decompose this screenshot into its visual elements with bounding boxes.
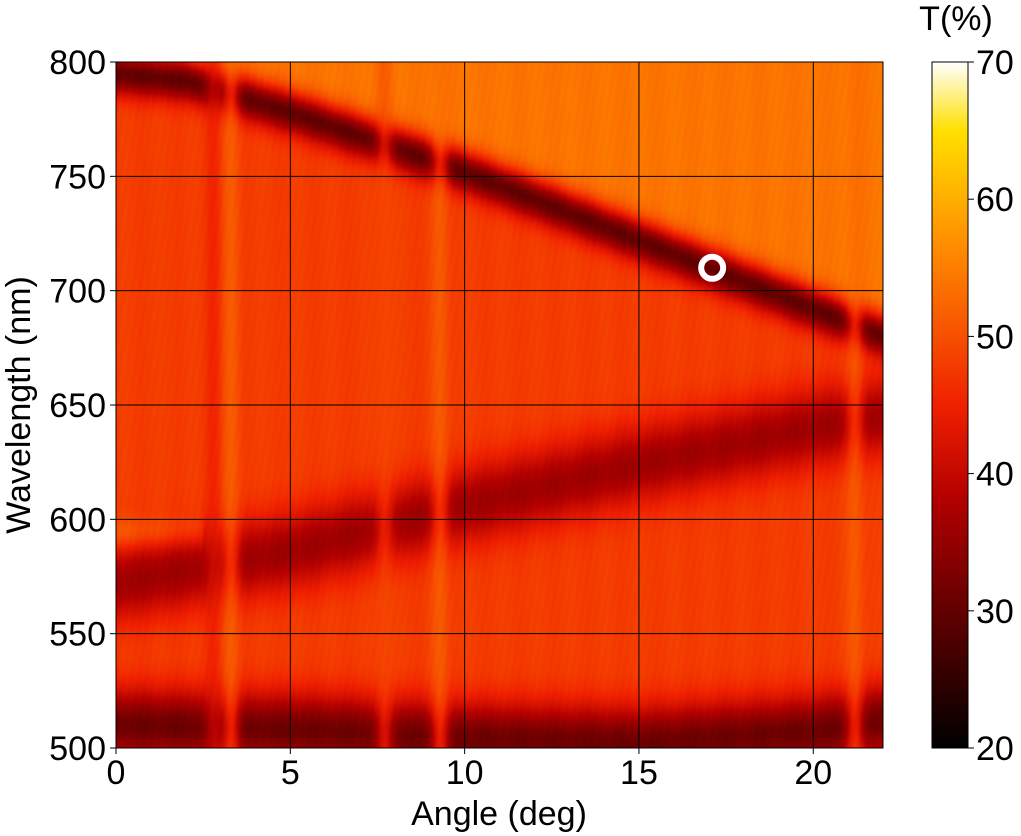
x-tick-label: 15 — [620, 754, 658, 792]
grid-lines — [116, 62, 883, 748]
y-tick-label: 800 — [49, 44, 106, 82]
x-axis-title: Angle (deg) — [411, 795, 587, 833]
colorbar-tick-label: 30 — [976, 593, 1014, 631]
colorbar-tick-label: 70 — [976, 44, 1014, 82]
y-tick-label: 500 — [49, 730, 106, 768]
y-tick-label: 600 — [49, 501, 106, 539]
y-tick-label: 750 — [49, 158, 106, 196]
colorbar-tick-label: 20 — [976, 730, 1014, 768]
x-tick-label: 10 — [446, 754, 484, 792]
y-tick-label: 550 — [49, 616, 106, 654]
x-axis-ticks: 0 5 10 15 20 — [107, 748, 832, 792]
colorbar-tick-label: 50 — [976, 318, 1014, 356]
y-tick-label: 650 — [49, 387, 106, 425]
x-tick-label: 20 — [794, 754, 832, 792]
colorbar-ticks: 20 30 40 50 60 70 — [968, 44, 1014, 768]
y-axis-title: Wavelength (nm) — [0, 276, 38, 534]
colorbar-label: T(%) — [919, 0, 993, 38]
x-tick-label: 0 — [107, 754, 126, 792]
colorbar-tick-label: 60 — [976, 181, 1014, 219]
colorbar-bar — [931, 61, 969, 749]
y-axis-ticks: 500 550 600 650 700 750 800 — [49, 44, 116, 768]
marker-circle — [698, 253, 727, 282]
y-tick-label: 700 — [49, 273, 106, 311]
colorbar-tick-label: 40 — [976, 456, 1014, 494]
plot-area — [116, 62, 883, 748]
x-tick-label: 5 — [281, 754, 300, 792]
colorbar: 20 30 40 50 60 70 T(%) — [919, 0, 1014, 768]
